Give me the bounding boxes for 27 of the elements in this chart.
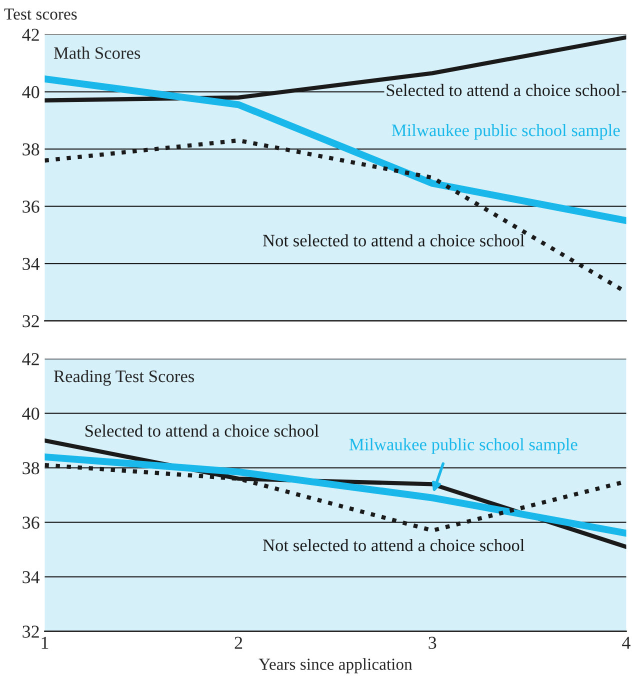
line-series: [44, 35, 626, 102]
y-tick-label: 34: [22, 258, 40, 270]
y-tick-label: 32: [22, 315, 39, 328]
series-label: Selected to attend a choice school: [86, 424, 319, 437]
x-tick-label: 4: [622, 636, 630, 649]
text: Reading Test Scores: [54, 370, 194, 386]
y-axis-title: Test scores: [4, 8, 77, 20]
series-label: Milwaukee public school sample: [392, 124, 620, 140]
y-tick-label: 36: [22, 516, 40, 529]
text: Math Scores: [54, 46, 140, 59]
y-tick-label: 38: [22, 143, 40, 156]
x-tick-label: 2: [234, 636, 242, 649]
y-tick-label: 40: [22, 408, 40, 420]
series-label: Not selected to attend a choice school: [262, 234, 524, 246]
y-tick-label: 42: [22, 353, 39, 366]
x-tick-label: 1: [42, 636, 48, 649]
x-axis-title: Years since application: [258, 658, 412, 674]
series-label: Selected to attend a choice school: [386, 84, 620, 96]
series-label: Not selected to attend a choice school: [262, 538, 524, 552]
y-tick-label: 42: [22, 28, 39, 41]
y-tick-label: 40: [22, 86, 40, 98]
y-tick-label: 32: [22, 626, 39, 638]
series-label: Milwaukee public school sample: [349, 438, 578, 454]
y-tick-label: 36: [22, 200, 40, 213]
x-tick-label: 3: [428, 636, 436, 649]
y-tick-label: 34: [22, 571, 40, 584]
y-tick-label: 38: [22, 462, 40, 474]
